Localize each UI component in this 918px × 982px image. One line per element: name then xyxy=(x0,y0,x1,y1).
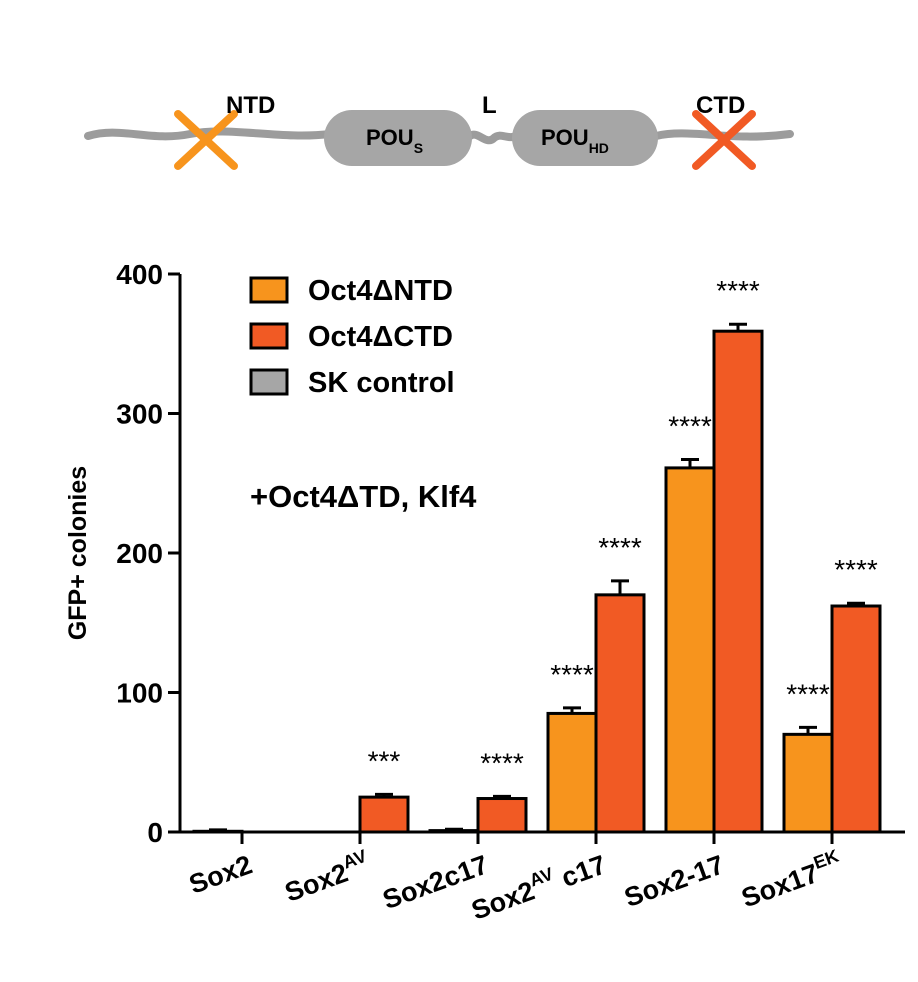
bar-1-2 xyxy=(476,797,528,834)
x-tick-label-sup-1: AV xyxy=(340,846,369,873)
bars-layer xyxy=(192,322,882,834)
significance-1-4: **** xyxy=(716,275,760,306)
x-tick-label-1: Sox2AV xyxy=(280,846,375,908)
linker-label: L xyxy=(482,92,497,119)
significance-1-3: **** xyxy=(598,532,642,563)
x-tick-label-5: Sox17EK xyxy=(736,846,846,914)
bar-0-4 xyxy=(664,466,716,834)
significance-0-4: **** xyxy=(668,411,712,442)
ntd-label: NTD xyxy=(226,92,275,119)
significance-0-3: **** xyxy=(550,659,594,690)
bar-0-3 xyxy=(546,711,598,834)
pou-hd-subscript: HD xyxy=(589,140,609,156)
ntd-cross-icon xyxy=(174,110,238,170)
significance-0-5: **** xyxy=(786,678,830,709)
legend-label-1: Oct4ΔCTD xyxy=(308,321,453,353)
x-tick-label-0: Sox2 xyxy=(185,849,256,899)
significance-labels: *** **************************** xyxy=(368,275,878,778)
legend-label-2: SK control xyxy=(308,367,455,399)
x-tick-label-base-3: Sox2 xyxy=(468,876,539,926)
axes-layer: 0 100 200 300 400 xyxy=(116,259,905,848)
significance-1-1: *** xyxy=(368,745,401,776)
bar-1-1 xyxy=(358,795,410,834)
pou-hd-label: POUHD xyxy=(541,125,609,156)
y-axis-label: GFP+ colonies xyxy=(64,466,92,640)
y-tick-label-3: 300 xyxy=(116,399,163,430)
x-tick-label-base-0: Sox2 xyxy=(185,849,256,899)
y-tick-label-2: 200 xyxy=(116,538,163,569)
x-tick-label-base-4: Sox2-17 xyxy=(620,849,728,913)
bar-1-5 xyxy=(830,604,882,834)
x-tick-label-sup-5: EK xyxy=(811,846,841,873)
bar-0-5 xyxy=(782,732,834,834)
legend-swatch-2 xyxy=(249,368,289,396)
x-tick-label-tail-3: c17 xyxy=(550,849,610,895)
x-tick-label-3: Sox2AV c17 xyxy=(466,846,610,926)
condition-annotation: +Oct4ΔTD, Klf4 xyxy=(250,479,477,514)
domain-diagram: NTD CTD L POUS POUHD xyxy=(84,92,794,170)
y-tick-label-1: 100 xyxy=(116,678,163,709)
significance-1-2: **** xyxy=(480,747,524,778)
legend: Oct4ΔNTD Oct4ΔCTD SK control xyxy=(249,275,455,399)
legend-swatch-1 xyxy=(249,322,289,350)
ctd-cross-icon xyxy=(692,110,756,170)
pou-s-subscript: S xyxy=(414,140,423,156)
pou-s-label: POUS xyxy=(366,125,423,156)
pou-hd-domain xyxy=(512,110,658,166)
x-tick-label-base-5: Sox17 xyxy=(738,858,823,913)
bar-1-4 xyxy=(712,329,764,834)
bar-1-3 xyxy=(594,593,646,834)
y-tick-label-4: 400 xyxy=(116,259,163,290)
legend-swatch-0 xyxy=(249,276,289,304)
significance-1-5: **** xyxy=(834,554,878,585)
ctd-label: CTD xyxy=(696,92,745,119)
pou-s-domain xyxy=(324,110,472,166)
x-tick-label-4: Sox2-17 xyxy=(620,849,728,913)
x-tick-label-base-1: Sox2 xyxy=(281,858,352,908)
legend-label-0: Oct4ΔNTD xyxy=(308,275,453,307)
y-tick-label-0: 0 xyxy=(147,817,163,848)
